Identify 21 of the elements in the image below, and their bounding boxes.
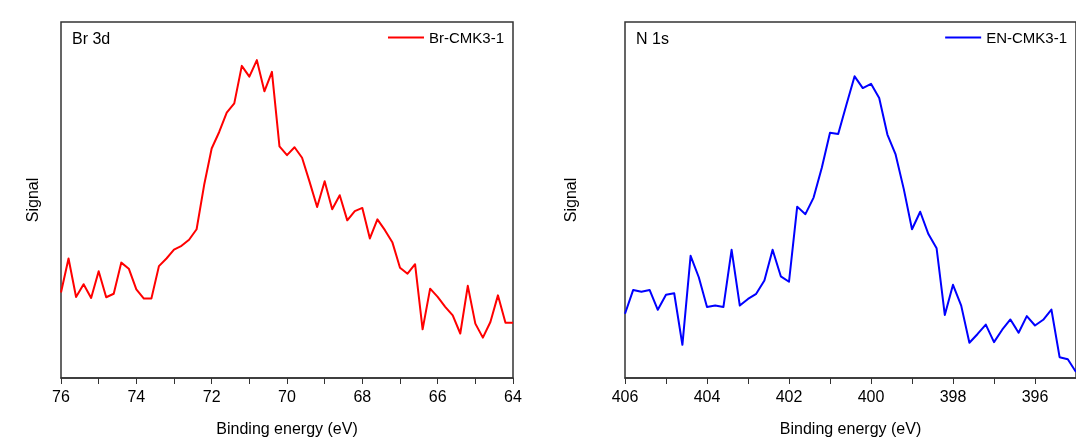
legend-label: Br-CMK3-1 (428, 29, 505, 46)
x-tick-label: 66 (428, 387, 447, 405)
x-tick-label: 396 (1021, 387, 1049, 405)
x-tick-label: 76 (52, 387, 70, 405)
y-axis-title: Signal (561, 177, 579, 223)
x-tick-label: 72 (202, 387, 221, 405)
x-axis-title: Binding energy (eV) (779, 419, 922, 437)
chart-title: N 1s (636, 29, 669, 47)
chart-title: Br 3d (72, 29, 111, 47)
x-tick-label: 404 (693, 387, 721, 405)
legend-label: EN-CMK3-1 (986, 29, 1068, 46)
x-tick-label: 402 (775, 387, 803, 405)
x-tick-label: 398 (939, 387, 967, 405)
x-tick-label: 68 (353, 387, 372, 405)
x-tick-label: 64 (504, 387, 522, 405)
x-tick-label: 406 (611, 387, 639, 405)
x-tick-label: 74 (127, 387, 146, 405)
x-axis-title: Binding energy (eV) (216, 419, 358, 437)
y-axis-title: Signal (23, 177, 41, 223)
x-tick-label: 70 (278, 387, 296, 405)
x-tick-label: 400 (857, 387, 885, 405)
